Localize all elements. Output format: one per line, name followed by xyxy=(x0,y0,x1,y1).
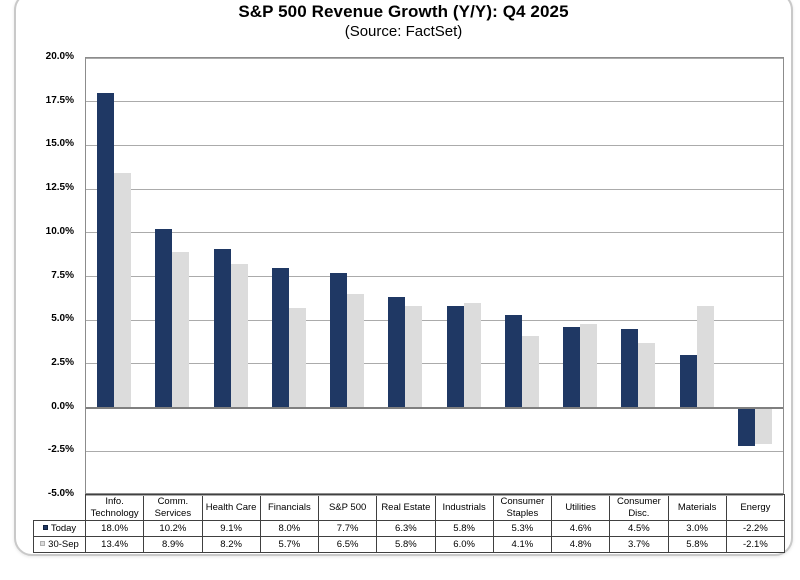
chart-title: S&P 500 Revenue Growth (Y/Y): Q4 2025 xyxy=(238,2,569,21)
legend-label: 30-Sep xyxy=(48,538,79,550)
bar-30-sep xyxy=(172,252,190,408)
table-value-cell: 6.3% xyxy=(376,520,436,537)
y-axis-tick-label: 12.5% xyxy=(45,182,74,194)
table-value-cell: 4.8% xyxy=(550,536,611,553)
table-value-cell: 5.8% xyxy=(667,536,727,553)
bar-today xyxy=(621,328,639,408)
gridline xyxy=(86,319,783,321)
zero-axis-line xyxy=(86,406,783,409)
y-axis-tick-label: 2.5% xyxy=(51,356,74,368)
table-value-cell: 10.2% xyxy=(143,520,203,537)
y-axis-tick-label: 20.0% xyxy=(45,51,74,62)
bar-today xyxy=(97,92,114,408)
bar-30-sep xyxy=(696,306,714,408)
table-header-cell: Energy xyxy=(725,494,786,521)
table-header-cell: Financials xyxy=(259,494,320,521)
bar-30-sep xyxy=(405,306,423,408)
bar-today xyxy=(504,314,522,408)
chart-card: S&P 500 Revenue Growth (Y/Y): Q4 2025 (S… xyxy=(14,0,793,556)
table-value-cell: 5.8% xyxy=(434,520,494,537)
table-value-cell: -2.2% xyxy=(725,520,786,537)
legend-cell: Today xyxy=(33,520,86,537)
table-header-cell: Real Estate xyxy=(376,494,436,521)
table-header-cell: Materials xyxy=(667,494,727,521)
bar-30-sep xyxy=(347,293,364,408)
table-header-cell: Consumer Disc. xyxy=(609,494,669,521)
gridline xyxy=(86,232,783,234)
table-value-cell: 4.1% xyxy=(492,536,553,553)
table-value-cell: 8.0% xyxy=(259,520,320,537)
bar-today xyxy=(330,273,347,408)
gridline xyxy=(86,101,783,103)
table-value-cell: 9.1% xyxy=(201,520,261,537)
gridline xyxy=(86,276,783,277)
table-value-cell: 6.0% xyxy=(434,536,494,553)
legend-swatch-icon xyxy=(42,524,48,530)
data-table: Info. Technology Comm. Services Health Car… xyxy=(33,494,786,553)
y-axis-tick-label: 15.0% xyxy=(45,138,74,150)
gridline xyxy=(86,188,783,190)
gridline xyxy=(86,144,783,146)
bar-today xyxy=(155,229,173,408)
table-value-cell: 3.0% xyxy=(667,520,727,537)
table-header-cell: S&P 500 xyxy=(317,494,378,521)
gridline xyxy=(86,494,783,496)
gridline xyxy=(86,57,783,59)
y-axis-tick-label: 5.0% xyxy=(51,313,74,325)
table-value-cell: 5.8% xyxy=(376,536,436,553)
y-axis-tick-label: 0.0% xyxy=(51,400,74,412)
legend-swatch-icon xyxy=(40,540,46,546)
table-value-cell: 3.7% xyxy=(609,536,669,553)
table-value-cell: -2.1% xyxy=(725,536,786,553)
plot-area xyxy=(85,57,784,496)
table-header-cell: Info. Technology xyxy=(84,494,145,521)
bar-today xyxy=(679,355,697,408)
gridline xyxy=(86,450,783,452)
y-axis-tick-label: 10.0% xyxy=(45,225,74,237)
y-axis-tick-label: 17.5% xyxy=(45,94,74,106)
y-axis-tick-label: -2.5% xyxy=(47,444,74,456)
table-value-cell: 5.7% xyxy=(259,536,320,553)
table-value-cell: 4.6% xyxy=(550,520,611,537)
table-value-cell: 4.5% xyxy=(609,520,669,537)
bar-today xyxy=(388,297,406,408)
bar-30-sep xyxy=(638,342,656,408)
table-value-cell: 7.7% xyxy=(317,520,378,537)
bar-30-sep xyxy=(754,407,772,445)
table-header-cell: Health Care xyxy=(201,494,261,521)
legend-cell: 30-Sep xyxy=(33,536,86,553)
table-header-cell: Comm. Services xyxy=(143,494,203,521)
bar-30-sep xyxy=(288,307,306,408)
bar-30-sep xyxy=(230,264,248,408)
table-corner-cell xyxy=(34,495,86,521)
table-value-cell: 8.9% xyxy=(143,536,203,553)
y-axis-tick-label: -5.0% xyxy=(47,488,74,499)
table-row-today: Today 18.0% 10.2% 9.1% 8.0% 7.7% 6.3% 5.8% 5.3% 4… xyxy=(33,520,786,537)
legend-label: Today xyxy=(50,522,77,534)
table-row-30-sep: 30-Sep 13.4% 8.9% 8.2% 5.7% 6.5% 5.8% 6.0% 4.1% 4… xyxy=(33,536,786,553)
table-header-cell: Consumer Staples xyxy=(492,494,553,521)
bar-today xyxy=(213,248,231,408)
table-value-cell: 5.3% xyxy=(492,520,553,537)
gridline xyxy=(86,363,783,365)
bar-30-sep xyxy=(521,335,539,408)
bar-today xyxy=(563,327,580,408)
table-value-cell: 13.4% xyxy=(84,536,145,553)
table-header-cell: Utilities xyxy=(550,494,611,521)
y-axis-tick-label: 7.5% xyxy=(51,269,74,281)
bar-30-sep xyxy=(114,173,131,408)
table-header-row: Info. Technology Comm. Services Health Car… xyxy=(34,494,786,521)
bar-today xyxy=(271,267,289,408)
bar-30-sep xyxy=(463,302,481,408)
table-header-cell: Industrials xyxy=(434,494,494,521)
table-value-cell: 8.2% xyxy=(201,536,261,553)
bar-30-sep xyxy=(580,323,597,408)
chart-subtitle: (Source: FactSet) xyxy=(344,23,463,40)
bar-today xyxy=(446,306,464,408)
table-value-cell: 18.0% xyxy=(84,520,145,537)
table-value-cell: 6.5% xyxy=(317,536,378,553)
bar-today xyxy=(737,407,755,447)
